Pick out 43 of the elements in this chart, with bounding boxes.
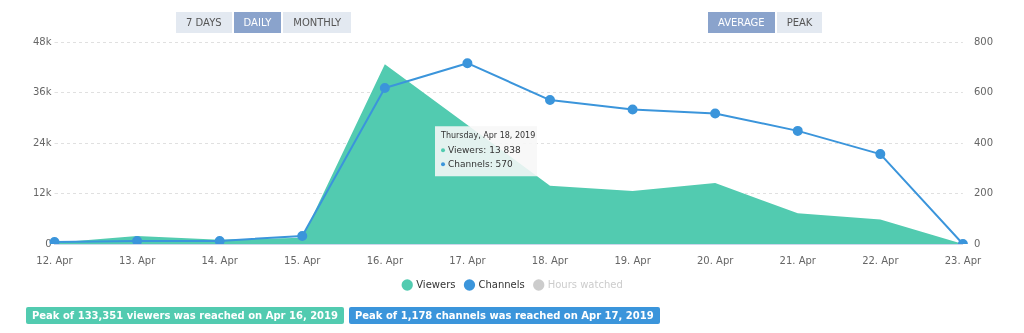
point: [297, 230, 308, 241]
point: [132, 235, 143, 244]
text: AVERAGE: [708, 12, 775, 33]
point: [545, 95, 556, 106]
point: [214, 235, 225, 244]
y2-tick-label: 400: [973, 136, 994, 148]
text: DAILY: [233, 12, 282, 33]
annotation: Thursday, Apr 18, 2019: [440, 131, 536, 141]
y-tick-label: 36k: [33, 86, 52, 98]
x-tick-label: 14. Apr: [201, 254, 239, 266]
annotation: Channels: 570: [448, 158, 513, 169]
legend-label: Viewers: [416, 278, 456, 290]
x-tick-label: 15. Apr: [284, 254, 322, 266]
y2-tick-label: 0: [973, 237, 981, 249]
legend-label: Channels: [478, 278, 525, 290]
x-tick-label: 20. Apr: [696, 254, 735, 266]
point: [462, 58, 473, 69]
x-tick-label: 22. Apr: [862, 254, 900, 266]
y-tick-label: 24k: [33, 136, 52, 148]
x-tick-label: 12. Apr: [36, 254, 74, 266]
point: [627, 104, 638, 115]
y-tick-label: 12k: [33, 187, 52, 199]
x-tick-label: 21. Apr: [779, 254, 817, 266]
point: [379, 82, 390, 93]
y-tick-label: 48k: [33, 35, 52, 47]
text: Peak of 1,178 channels was reached on Apr 17, 2019: [349, 307, 660, 324]
text: PEAK: [776, 12, 823, 33]
x-tick-label: 18. Apr: [531, 254, 570, 266]
point: [792, 125, 803, 136]
y2-tick-label: 800: [973, 35, 994, 47]
x-tick-label: 23. Apr: [944, 254, 982, 266]
point: [710, 108, 721, 119]
y2-tick-label: 200: [973, 187, 994, 199]
point: [875, 149, 886, 160]
x-tick-label: 19. Apr: [614, 254, 652, 266]
x-tick-label: 13. Apr: [118, 254, 157, 266]
text: 7 DAYS: [176, 12, 232, 33]
text: Peak of 133,351 viewers was reached on Apr 16, 2019: [26, 307, 344, 324]
annotation: Viewers: 13 838: [448, 144, 521, 155]
x-tick-label: 17. Apr: [449, 254, 487, 266]
x-tick-label: 16. Apr: [366, 254, 404, 266]
y2-tick-label: 600: [973, 86, 994, 98]
text: MONTHLY: [283, 12, 352, 33]
